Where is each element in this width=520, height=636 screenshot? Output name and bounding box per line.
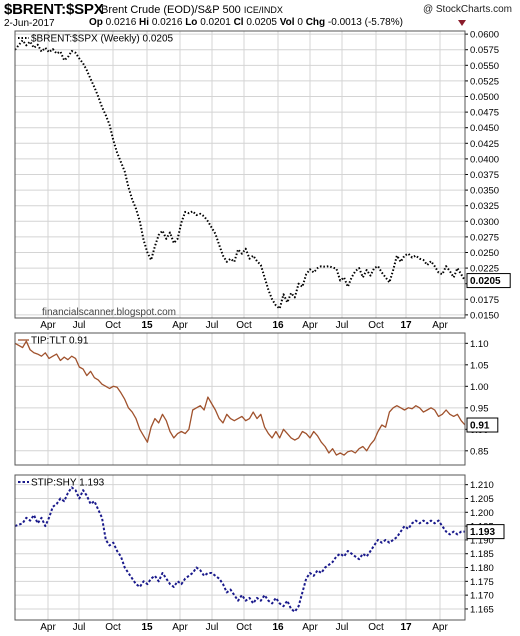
tip-tlt-plot-area bbox=[15, 333, 465, 465]
brent-spx-xtick-label: Apr bbox=[302, 320, 318, 331]
brent-spx-last-value-box bbox=[466, 273, 511, 289]
chg-label: Chg bbox=[305, 17, 326, 28]
tip-tlt-frame bbox=[14, 332, 466, 466]
brent-spx-ytick-label: 0.0300 bbox=[470, 217, 499, 228]
brent-spx-xtick-label: Apr bbox=[40, 320, 56, 331]
tip-tlt-legend-text: TIP:TLT 0.91 bbox=[31, 336, 89, 347]
vol-value: 0 bbox=[297, 17, 303, 28]
vol-label: Vol bbox=[279, 17, 295, 28]
stip-shy-xtick-label: Apr bbox=[302, 622, 318, 633]
cl-label: Cl bbox=[233, 17, 244, 28]
lo-value: 0.0201 bbox=[200, 17, 231, 28]
brent-spx-last-value: 0.0205 bbox=[470, 276, 501, 287]
tip-tlt-ytick-label: 1.00 bbox=[470, 382, 489, 393]
brent-spx-ytick-label: 0.0150 bbox=[470, 310, 499, 321]
stip-shy-xtick-label: 15 bbox=[141, 622, 153, 633]
stip-shy-xtick-label: Apr bbox=[172, 622, 188, 633]
tip-tlt-last-value: 0.91 bbox=[470, 421, 490, 432]
hi-value: 0.0216 bbox=[151, 17, 183, 28]
stip-shy-ytick-label: 1.170 bbox=[470, 591, 494, 602]
stip-shy-ytick-label: 1.165 bbox=[470, 604, 494, 615]
hi-label: Hi bbox=[139, 17, 150, 28]
stip-shy-xtick-label: 17 bbox=[400, 622, 412, 633]
cl-value: 0.0205 bbox=[246, 17, 277, 28]
stip-shy-last-value-box bbox=[466, 524, 505, 540]
stip-shy-xtick-label: Oct bbox=[368, 622, 384, 633]
down-arrow-icon bbox=[458, 20, 466, 26]
description-text: Brent Crude (EOD)/S&P 500 bbox=[101, 4, 241, 16]
quote-date: 2-Jun-2017 bbox=[4, 18, 55, 29]
op-label: Op bbox=[89, 17, 103, 28]
brent-spx-ytick-label: 0.0275 bbox=[470, 232, 499, 243]
brent-spx-ytick-label: 0.0525 bbox=[470, 76, 499, 87]
brent-spx-ytick-label: 0.0375 bbox=[470, 170, 499, 181]
stip-shy-xtick-label: 16 bbox=[272, 622, 284, 633]
stip-shy-xtick-label: Apr bbox=[432, 622, 448, 633]
stip-shy-last-value: 1.193 bbox=[470, 527, 495, 538]
brent-spx-ytick-label: 0.0250 bbox=[470, 248, 499, 259]
stip-shy-xtick-label: Jul bbox=[206, 622, 219, 633]
brent-spx-xtick-label: Apr bbox=[172, 320, 188, 331]
chart-symbol: $BRENT:$SPX bbox=[4, 1, 104, 18]
stip-shy-ytick-label: 1.175 bbox=[470, 577, 494, 588]
stip-shy-plot-area bbox=[15, 475, 465, 620]
brent-spx-xtick-label: Oct bbox=[236, 320, 252, 331]
watermark-text: financialscanner.blogspot.com bbox=[42, 307, 176, 318]
brent-spx-legend-text: $BRENT:$SPX (Weekly) 0.0205 bbox=[31, 34, 174, 45]
stip-shy-legend-text: STIP:SHY 1.193 bbox=[31, 478, 105, 489]
brent-spx-xtick-label: Oct bbox=[368, 320, 384, 331]
brent-spx-xtick-label: 16 bbox=[272, 320, 284, 331]
op-value: 0.0216 bbox=[105, 17, 137, 28]
brent-spx-ytick-label: 0.0550 bbox=[470, 61, 499, 72]
tip-tlt-ytick-label: 0.95 bbox=[470, 403, 489, 414]
tip-tlt-series-line bbox=[14, 340, 466, 456]
brent-spx-xtick-label: 15 bbox=[141, 320, 153, 331]
brent-spx-xtick-label: Apr bbox=[432, 320, 448, 331]
brent-spx-series-line bbox=[14, 39, 466, 310]
brent-spx-ytick-label: 0.0350 bbox=[470, 186, 499, 197]
stip-shy-series-line bbox=[14, 486, 465, 613]
brent-spx-xtick-label: Jul bbox=[73, 320, 86, 331]
brent-spx-xtick-label: Jul bbox=[336, 320, 349, 331]
brent-spx-ytick-label: 0.0400 bbox=[470, 154, 499, 165]
tip-tlt-last-value-box bbox=[466, 417, 499, 433]
stip-shy-xtick-label: Apr bbox=[40, 622, 56, 633]
stip-shy-ytick-label: 1.200 bbox=[470, 508, 494, 519]
brent-spx-ytick-label: 0.0175 bbox=[470, 295, 499, 306]
quote-line: Op 0.0216 Hi 0.0216 Lo 0.0201 Cl 0.0205 … bbox=[89, 17, 403, 28]
tip-tlt-ytick-label: 1.05 bbox=[470, 360, 489, 371]
stip-shy-frame bbox=[14, 474, 466, 621]
exchange-text: ICE/INDX bbox=[243, 5, 283, 15]
brent-spx-ytick-label: 0.0425 bbox=[470, 139, 499, 150]
brent-spx-ytick-label: 0.0450 bbox=[470, 123, 499, 134]
brent-spx-ytick-label: 0.0600 bbox=[470, 30, 499, 41]
tip-tlt-ytick-label: 1.10 bbox=[470, 339, 489, 350]
brent-spx-ytick-label: 0.0575 bbox=[470, 45, 499, 56]
stip-shy-ytick-label: 1.190 bbox=[470, 535, 494, 546]
brent-spx-ytick-label: 0.0225 bbox=[470, 264, 499, 275]
chart-description: Brent Crude (EOD)/S&P 500 ICE/INDX bbox=[101, 4, 283, 16]
stip-shy-xtick-label: Oct bbox=[236, 622, 252, 633]
stip-shy-ytick-label: 1.210 bbox=[470, 480, 494, 491]
brent-spx-xtick-label: Jul bbox=[206, 320, 219, 331]
stip-shy-xtick-label: Oct bbox=[105, 622, 121, 633]
stip-shy-xtick-label: Jul bbox=[73, 622, 86, 633]
stip-shy-ytick-label: 1.180 bbox=[470, 563, 494, 574]
brent-spx-ytick-label: 0.0500 bbox=[470, 92, 499, 103]
lo-label: Lo bbox=[185, 17, 198, 28]
brent-spx-xtick-label: 17 bbox=[400, 320, 412, 331]
stip-shy-ytick-label: 1.205 bbox=[470, 494, 494, 505]
brent-spx-xtick-label: Oct bbox=[105, 320, 121, 331]
brent-spx-ytick-label: 0.0475 bbox=[470, 108, 499, 119]
stip-shy-xtick-label: Jul bbox=[336, 622, 349, 633]
brent-spx-frame bbox=[14, 30, 466, 319]
credit-text: @ StockCharts.com bbox=[422, 4, 512, 15]
stip-shy-ytick-label: 1.185 bbox=[470, 549, 494, 560]
brent-spx-ytick-label: 0.0325 bbox=[470, 201, 499, 212]
tip-tlt-ytick-label: 0.85 bbox=[470, 446, 489, 457]
chg-value: -0.0013 (-5.78%) bbox=[327, 17, 403, 28]
